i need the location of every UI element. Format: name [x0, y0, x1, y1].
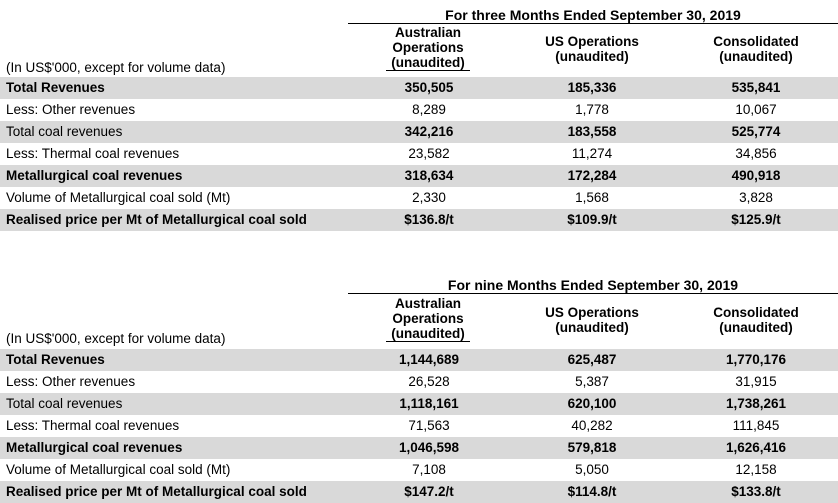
cell-us: $114.8/t [512, 481, 672, 502]
cell-australian: 8,289 [348, 99, 510, 120]
table-row: Less: Other revenues 8,289 1,778 10,067 [0, 99, 838, 121]
cell-consolidated: 490,918 [674, 165, 838, 186]
cell-us: 1,568 [512, 187, 672, 208]
row-label: Metallurgical coal revenues [6, 168, 183, 183]
cell-us: 620,100 [512, 393, 672, 414]
cell-us: 625,487 [512, 349, 672, 370]
cell-consolidated: 31,915 [674, 371, 838, 392]
table-row: Realised price per Mt of Metallurgical c… [0, 209, 838, 231]
cell-consolidated: 1,738,261 [674, 393, 838, 414]
row-label: Less: Other revenues [6, 102, 136, 117]
cell-us: 40,282 [512, 415, 672, 436]
cell-consolidated: 1,626,416 [674, 437, 838, 458]
cell-australian: 2,330 [348, 187, 510, 208]
column-header-australian: Australian Operations (unaudited) [386, 296, 470, 342]
cell-consolidated: 1,770,176 [674, 349, 838, 370]
cell-australian: 342,216 [348, 121, 510, 142]
table-row: Metallurgical coal revenues 318,634 172,… [0, 165, 838, 187]
row-label: Total Revenues [6, 80, 105, 95]
table-row: Total Revenues 350,505 185,336 535,841 [0, 77, 838, 99]
cell-consolidated: $125.9/t [674, 209, 838, 230]
row-label: Realised price per Mt of Metallurgical c… [6, 484, 307, 499]
cell-us: 183,558 [512, 121, 672, 142]
cell-us: 5,387 [512, 371, 672, 392]
row-label: Volume of Metallurgical coal sold (Mt) [6, 190, 231, 205]
row-label: Less: Thermal coal revenues [6, 146, 180, 161]
cell-us: 185,336 [512, 77, 672, 98]
period-heading: For three Months Ended September 30, 201… [348, 7, 838, 24]
row-label: Volume of Metallurgical coal sold (Mt) [6, 462, 231, 477]
table-row: Total Revenues 1,144,689 625,487 1,770,1… [0, 349, 838, 371]
cell-australian: 350,505 [348, 77, 510, 98]
column-header-us: US Operations (unaudited) [545, 305, 639, 335]
cell-australian: 1,144,689 [348, 349, 510, 370]
cell-consolidated: 10,067 [674, 99, 838, 120]
cell-australian: $136.8/t [348, 209, 510, 230]
table-row: Volume of Metallurgical coal sold (Mt) 7… [0, 459, 838, 481]
cell-consolidated: 535,841 [674, 77, 838, 98]
cell-us: $109.9/t [512, 209, 672, 230]
cell-consolidated: 34,856 [674, 143, 838, 164]
row-label: Total Revenues [6, 352, 105, 367]
row-label: Less: Other revenues [6, 374, 136, 389]
column-header-australian: Australian Operations (unaudited) [386, 25, 470, 71]
row-label: Metallurgical coal revenues [6, 440, 183, 455]
cell-australian: 1,046,598 [348, 437, 510, 458]
table-row: Less: Other revenues 26,528 5,387 31,915 [0, 371, 838, 393]
table-row: Less: Thermal coal revenues 23,582 11,27… [0, 143, 838, 165]
cell-consolidated: 3,828 [674, 187, 838, 208]
cell-australian: 1,118,161 [348, 393, 510, 414]
cell-consolidated: $133.8/t [674, 481, 838, 502]
cell-australian: 7,108 [348, 459, 510, 480]
column-header-us: US Operations (unaudited) [545, 34, 639, 64]
table-row: Metallurgical coal revenues 1,046,598 57… [0, 437, 838, 459]
row-label: Total coal revenues [6, 396, 123, 411]
cell-us: 579,818 [512, 437, 672, 458]
cell-australian: 318,634 [348, 165, 510, 186]
column-header-consolidated: Consolidated (unaudited) [713, 305, 799, 335]
cell-us: 11,274 [512, 143, 672, 164]
cell-australian: 71,563 [348, 415, 510, 436]
unit-label: (In US$'000, except for volume data) [6, 60, 226, 75]
cell-australian: 26,528 [348, 371, 510, 392]
cell-consolidated: 525,774 [674, 121, 838, 142]
unit-label: (In US$'000, except for volume data) [6, 331, 226, 346]
cell-australian: $147.2/t [348, 481, 510, 502]
table-row: Total coal revenues 1,118,161 620,100 1,… [0, 393, 838, 415]
table-row: Realised price per Mt of Metallurgical c… [0, 481, 838, 503]
cell-us: 1,778 [512, 99, 672, 120]
cell-us: 172,284 [512, 165, 672, 186]
row-label: Less: Thermal coal revenues [6, 418, 180, 433]
row-label: Realised price per Mt of Metallurgical c… [6, 212, 307, 227]
cell-consolidated: 12,158 [674, 459, 838, 480]
row-label: Total coal revenues [6, 124, 123, 139]
cell-us: 5,050 [512, 459, 672, 480]
table-row: Total coal revenues 342,216 183,558 525,… [0, 121, 838, 143]
table-row: Volume of Metallurgical coal sold (Mt) 2… [0, 187, 838, 209]
column-header-consolidated: Consolidated (unaudited) [713, 34, 799, 64]
period-heading: For nine Months Ended September 30, 2019 [348, 277, 838, 294]
cell-australian: 23,582 [348, 143, 510, 164]
table-row: Less: Thermal coal revenues 71,563 40,28… [0, 415, 838, 437]
cell-consolidated: 111,845 [674, 415, 838, 436]
